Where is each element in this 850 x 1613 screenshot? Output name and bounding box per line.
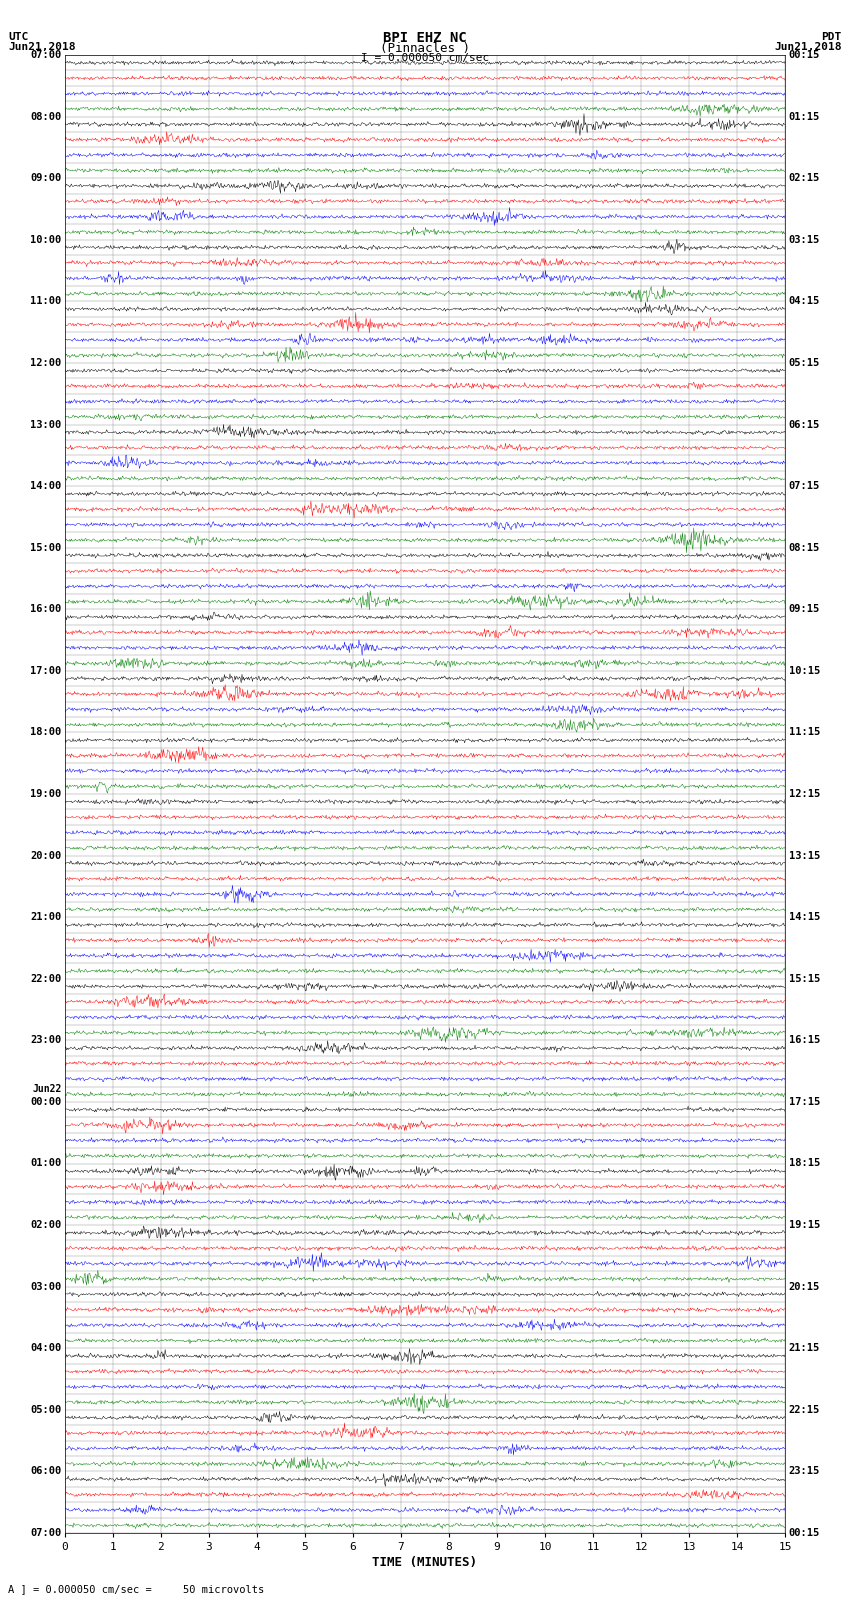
Text: 19:15: 19:15 [789,1219,820,1231]
Text: 16:00: 16:00 [30,605,61,615]
Text: 15:00: 15:00 [30,542,61,553]
Text: 03:00: 03:00 [30,1282,61,1292]
Text: PDT: PDT [821,32,842,42]
Text: 14:00: 14:00 [30,481,61,490]
Text: 17:15: 17:15 [789,1097,820,1107]
Text: BPI EHZ NC: BPI EHZ NC [383,31,467,45]
Text: 05:00: 05:00 [30,1405,61,1415]
Text: 11:15: 11:15 [789,727,820,737]
Text: 22:15: 22:15 [789,1405,820,1415]
Text: 12:00: 12:00 [30,358,61,368]
Text: (Pinnacles ): (Pinnacles ) [380,42,470,55]
Text: 11:00: 11:00 [30,297,61,306]
Text: 21:00: 21:00 [30,913,61,923]
Text: Jun21,2018: Jun21,2018 [8,42,76,52]
Text: 14:15: 14:15 [789,913,820,923]
Text: 07:00: 07:00 [30,1528,61,1539]
Text: 23:15: 23:15 [789,1466,820,1476]
Text: 12:15: 12:15 [789,789,820,798]
Text: I = 0.000050 cm/sec: I = 0.000050 cm/sec [361,53,489,63]
Text: 03:15: 03:15 [789,235,820,245]
Text: 22:00: 22:00 [30,974,61,984]
Text: 02:15: 02:15 [789,173,820,184]
Text: 05:15: 05:15 [789,358,820,368]
Text: 00:00: 00:00 [30,1097,61,1107]
Text: 10:00: 10:00 [30,235,61,245]
Text: 01:00: 01:00 [30,1158,61,1168]
Text: 00:15: 00:15 [789,1528,820,1539]
Text: 07:15: 07:15 [789,481,820,490]
Text: 06:15: 06:15 [789,419,820,429]
X-axis label: TIME (MINUTES): TIME (MINUTES) [372,1557,478,1569]
Text: 07:00: 07:00 [30,50,61,60]
Text: 17:00: 17:00 [30,666,61,676]
Text: 02:00: 02:00 [30,1219,61,1231]
Text: 08:00: 08:00 [30,111,61,121]
Text: 21:15: 21:15 [789,1344,820,1353]
Text: 04:00: 04:00 [30,1344,61,1353]
Text: 09:15: 09:15 [789,605,820,615]
Text: UTC: UTC [8,32,29,42]
Text: 18:00: 18:00 [30,727,61,737]
Text: 13:15: 13:15 [789,850,820,861]
Text: 18:15: 18:15 [789,1158,820,1168]
Text: 04:15: 04:15 [789,297,820,306]
Text: 16:15: 16:15 [789,1036,820,1045]
Text: 10:15: 10:15 [789,666,820,676]
Text: 00:15: 00:15 [789,50,820,60]
Text: 19:00: 19:00 [30,789,61,798]
Text: 23:00: 23:00 [30,1036,61,1045]
Text: 01:15: 01:15 [789,111,820,121]
Text: 20:00: 20:00 [30,850,61,861]
Text: 08:15: 08:15 [789,542,820,553]
Text: 15:15: 15:15 [789,974,820,984]
Text: Jun21,2018: Jun21,2018 [774,42,842,52]
Text: A ] = 0.000050 cm/sec =     50 microvolts: A ] = 0.000050 cm/sec = 50 microvolts [8,1584,264,1594]
Text: 13:00: 13:00 [30,419,61,429]
Text: 09:00: 09:00 [30,173,61,184]
Text: 20:15: 20:15 [789,1282,820,1292]
Text: Jun22: Jun22 [32,1084,61,1094]
Text: 06:00: 06:00 [30,1466,61,1476]
